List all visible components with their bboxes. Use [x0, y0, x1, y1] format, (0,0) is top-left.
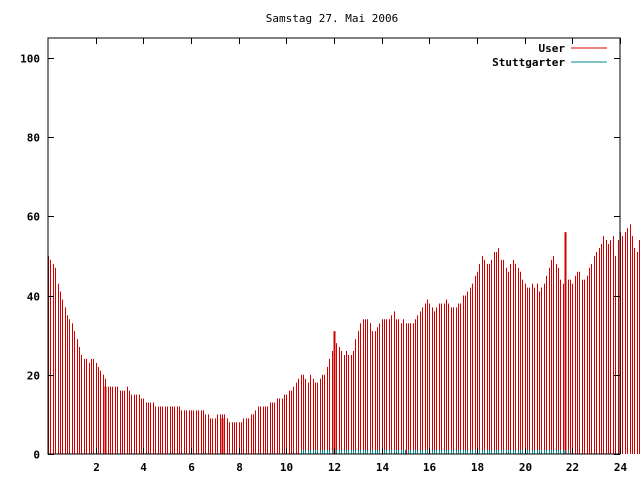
y-tick-label: 0 — [33, 449, 40, 462]
x-tick-label: 14 — [376, 461, 390, 474]
series-stuttgarter-bars — [301, 450, 569, 454]
legend: User Stuttgarter — [492, 42, 607, 69]
series-user-bars — [48, 224, 640, 454]
legend-user-label: User — [539, 42, 566, 55]
x-tick-label: 10 — [280, 461, 293, 474]
x-tick-label: 22 — [566, 461, 579, 474]
y-tick-label: 80 — [27, 132, 40, 145]
chart-title: Samstag 27. Mai 2006 — [266, 12, 398, 25]
x-tick-label: 12 — [328, 461, 341, 474]
legend-stuttgarter-label: Stuttgarter — [492, 56, 565, 69]
y-tick-label: 60 — [27, 211, 40, 224]
y-tick-label: 100 — [20, 53, 40, 66]
x-tick-label: 2 — [93, 461, 100, 474]
x-tick-label: 18 — [471, 461, 484, 474]
x-tick-label: 4 — [140, 461, 147, 474]
y-tick-label: 40 — [27, 291, 40, 304]
y-tick-label: 20 — [27, 370, 40, 383]
x-tick-label: 8 — [236, 461, 243, 474]
x-tick-label: 6 — [188, 461, 195, 474]
y-axis: 0 20 40 60 80 100 — [20, 53, 620, 462]
x-tick-label: 16 — [423, 461, 437, 474]
x-tick-label: 20 — [519, 461, 532, 474]
x-axis: 2 4 6 8 10 12 14 16 18 20 22 24 — [93, 38, 627, 474]
x-tick-label: 24 — [614, 461, 628, 474]
